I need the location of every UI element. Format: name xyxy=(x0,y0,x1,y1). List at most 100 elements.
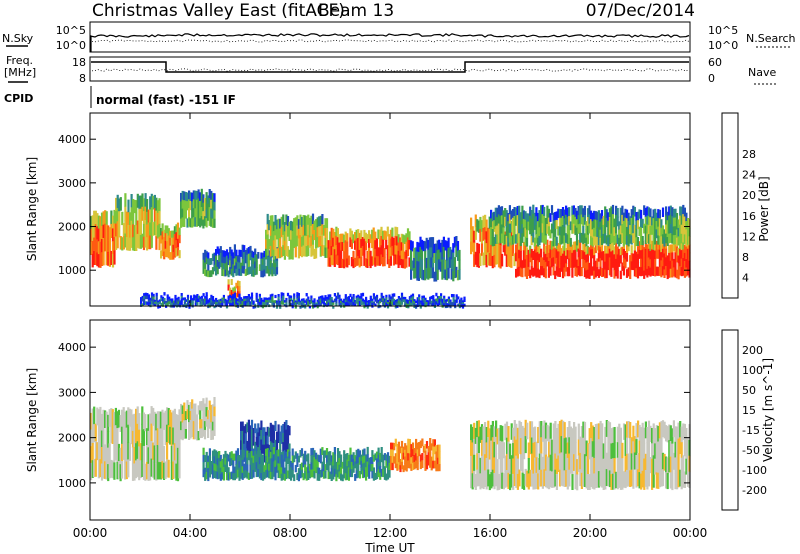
echo-cell xyxy=(527,266,530,276)
echo-cell xyxy=(99,424,102,443)
echo-cell xyxy=(330,299,333,303)
echo-cell xyxy=(583,233,586,243)
echo-cell xyxy=(580,232,583,243)
echo-cell xyxy=(261,299,265,303)
echo-cell xyxy=(215,300,218,303)
echo-cell xyxy=(510,455,513,472)
echo-cell xyxy=(213,193,216,203)
echo-cell xyxy=(563,209,566,219)
echo-cell xyxy=(379,452,382,461)
echo-cell xyxy=(178,250,181,259)
echo-cell xyxy=(638,241,641,251)
echo-cell xyxy=(573,422,576,439)
echo-cell xyxy=(241,251,244,260)
echo-cell xyxy=(371,298,374,302)
echo-cell xyxy=(299,306,302,309)
echo-cell xyxy=(602,233,605,244)
echo-cell xyxy=(146,224,149,238)
echo-cell xyxy=(308,299,311,303)
echo-cell xyxy=(236,305,240,308)
x-tick-label: 20:00 xyxy=(573,526,608,540)
echo-cell xyxy=(644,421,647,439)
echo-cell xyxy=(304,450,307,459)
echo-cell xyxy=(655,229,658,239)
echo-cell xyxy=(258,299,261,303)
echo-cell xyxy=(347,303,350,307)
echo-cell xyxy=(496,474,499,491)
echo-cell xyxy=(496,251,499,265)
echo-cell xyxy=(269,432,272,442)
echo-cell xyxy=(540,223,543,234)
echo-cell xyxy=(477,255,480,268)
echo-cell xyxy=(357,256,360,266)
echo-cell xyxy=(102,461,105,479)
echo-cell xyxy=(635,220,638,230)
echo-cell xyxy=(501,457,504,474)
echo-cell xyxy=(419,257,422,268)
echo-cell xyxy=(210,430,213,440)
echo-cell xyxy=(260,270,263,278)
echo-cell xyxy=(495,453,498,470)
echo-cell xyxy=(183,411,186,421)
echo-cell xyxy=(302,302,305,306)
echo-cell xyxy=(347,255,350,266)
echo-cell xyxy=(216,246,219,254)
echo-cell xyxy=(311,234,315,246)
echo-cell xyxy=(211,298,215,302)
echo-cell xyxy=(291,230,294,241)
echo-cell xyxy=(322,450,325,458)
echo-cell xyxy=(641,454,644,472)
echo-cell xyxy=(184,420,187,430)
echo-cell xyxy=(142,462,145,480)
echo-cell xyxy=(668,244,671,254)
echo-cell xyxy=(233,286,236,292)
echo-cell xyxy=(265,441,268,451)
echo-cell xyxy=(629,225,632,235)
echo-cell xyxy=(304,300,307,303)
echo-cell xyxy=(218,261,221,269)
echo-cell xyxy=(407,301,410,305)
echo-cell xyxy=(602,251,605,260)
echo-cell xyxy=(266,213,269,225)
echo-cell xyxy=(133,446,136,465)
echo-cell xyxy=(518,469,521,487)
echo-cell xyxy=(260,420,263,431)
echo-cell xyxy=(627,220,630,230)
echo-cell xyxy=(646,233,649,244)
echo-cell xyxy=(322,224,325,236)
echo-cell xyxy=(610,206,613,217)
echo-cell xyxy=(374,257,377,267)
echo-cell xyxy=(406,237,410,248)
echo-cell xyxy=(669,252,672,262)
echo-cell xyxy=(229,300,232,304)
echo-cell xyxy=(235,450,238,459)
echo-cell xyxy=(383,298,386,302)
echo-cell xyxy=(593,457,596,474)
echo-cell xyxy=(650,216,654,226)
echo-cell xyxy=(338,451,341,459)
echo-cell xyxy=(166,225,169,234)
echo-cell xyxy=(91,241,94,255)
echo-cell xyxy=(360,298,363,303)
echo-cell xyxy=(643,205,646,216)
echo-cell xyxy=(211,253,215,261)
echo-cell xyxy=(510,210,513,220)
echo-cell xyxy=(156,461,159,480)
echo-cell xyxy=(363,299,366,303)
echo-cell xyxy=(588,247,591,256)
echo-cell xyxy=(336,237,339,247)
echo-cell xyxy=(479,457,482,474)
echo-cell xyxy=(661,240,665,250)
echo-cell xyxy=(204,467,207,475)
echo-cell xyxy=(485,442,488,459)
echo-cell xyxy=(579,469,582,487)
echo-cell xyxy=(657,209,660,219)
echo-cell xyxy=(202,426,205,437)
echo-cell xyxy=(615,242,618,251)
echo-cell xyxy=(549,257,552,268)
echo-cell xyxy=(610,474,613,490)
echo-cell xyxy=(416,442,419,450)
echo-cell xyxy=(618,237,621,247)
echo-cell xyxy=(124,220,127,235)
echo-cell xyxy=(504,423,507,441)
